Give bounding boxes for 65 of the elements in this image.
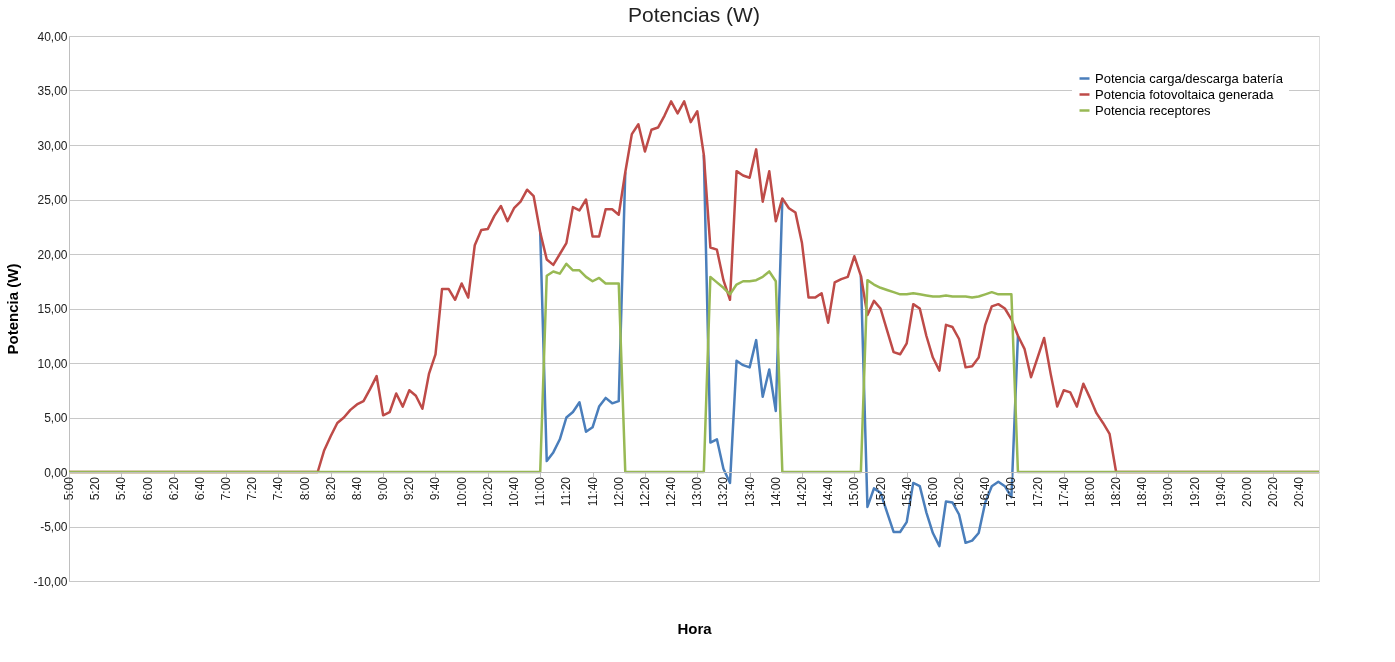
chart-title: Potencias (W) xyxy=(628,3,760,26)
x-tick-label: 20:40 xyxy=(1292,476,1307,508)
x-tick-label: 8:20 xyxy=(323,476,338,501)
x-tick-label: 12:40 xyxy=(664,476,679,508)
x-tick-label: 18:40 xyxy=(1135,476,1150,508)
x-tick-label: 11:00 xyxy=(533,476,548,507)
y-tick-label: 30,00 xyxy=(37,138,68,153)
x-tick-label: 14:20 xyxy=(794,476,809,508)
x-tick-label: 17:00 xyxy=(1004,476,1019,508)
x-tick-label: 10:20 xyxy=(480,476,495,508)
x-tick-label: 11:40 xyxy=(585,476,600,507)
legend-label: Potencia receptores xyxy=(1095,102,1212,118)
x-tick-label: 7:20 xyxy=(245,476,260,501)
x-tick-label: 6:00 xyxy=(140,476,155,501)
y-axis-title: Potencia (W) xyxy=(4,263,22,355)
x-tick-label: 20:00 xyxy=(1240,476,1255,508)
x-tick-label: 8:00 xyxy=(297,476,312,501)
y-tick-label: 35,00 xyxy=(37,84,68,98)
y-tick-label: -10,00 xyxy=(33,574,68,589)
x-tick-label: 20:20 xyxy=(1266,476,1281,508)
x-tick-label: 7:00 xyxy=(219,476,234,501)
x-tick-label: 19:40 xyxy=(1213,476,1228,508)
x-tick-label: 17:20 xyxy=(1030,476,1045,508)
x-tick-label: 5:40 xyxy=(114,476,129,501)
x-tick-label: 12:20 xyxy=(637,476,652,508)
x-tick-label: 14:40 xyxy=(821,476,836,508)
x-tick-label: 12:00 xyxy=(611,476,626,508)
x-tick-label: 8:40 xyxy=(349,476,364,501)
y-tick-label: 40,00 xyxy=(37,29,68,44)
x-tick-label: 6:20 xyxy=(166,476,181,501)
x-tick-label: 7:40 xyxy=(271,476,286,501)
y-tick-label: 25,00 xyxy=(37,193,68,207)
x-tick-label: 16:00 xyxy=(925,476,940,508)
x-tick-label: 11:20 xyxy=(559,476,574,507)
y-tick-label: 20,00 xyxy=(37,247,68,262)
x-tick-label: 5:20 xyxy=(88,476,103,501)
x-tick-label: 6:40 xyxy=(192,476,207,501)
x-tick-label: 17:40 xyxy=(1056,476,1071,508)
x-tick-label: 15:40 xyxy=(899,476,914,508)
x-tick-label: 10:40 xyxy=(507,476,522,508)
x-tick-label: 14:00 xyxy=(768,476,783,508)
x-tick-label: 18:20 xyxy=(1109,476,1124,508)
x-tick-label: 9:40 xyxy=(428,476,443,501)
x-tick-label: 19:20 xyxy=(1187,476,1202,508)
x-tick-label: 15:20 xyxy=(873,476,888,508)
y-tick-label: 10,00 xyxy=(37,356,68,371)
y-tick-label: -5,00 xyxy=(40,520,68,534)
legend-label: Potencia fotovoltaica generada xyxy=(1095,86,1275,102)
x-tick-label: 13:20 xyxy=(716,476,731,508)
x-tick-label: 13:40 xyxy=(742,476,757,508)
x-tick-label: 13:00 xyxy=(690,476,705,508)
x-tick-label: 16:40 xyxy=(978,476,993,508)
x-tick-label: 18:00 xyxy=(1082,476,1097,508)
x-tick-label: 5:00 xyxy=(62,476,76,501)
x-tick-label: 10:00 xyxy=(454,476,469,508)
x-tick-label: 9:20 xyxy=(402,476,417,501)
x-tick-label: 16:20 xyxy=(952,476,967,508)
x-tick-label: 19:00 xyxy=(1161,476,1176,508)
x-tick-label: 15:00 xyxy=(847,476,862,508)
legend-label: Potencia carga/descarga batería xyxy=(1095,70,1284,86)
y-tick-label: 5,00 xyxy=(44,411,68,425)
line-series xyxy=(67,262,1321,474)
x-axis-title: Hora xyxy=(677,619,713,637)
y-tick-label: 15,00 xyxy=(37,302,68,316)
x-tick-label: 9:00 xyxy=(376,476,391,501)
